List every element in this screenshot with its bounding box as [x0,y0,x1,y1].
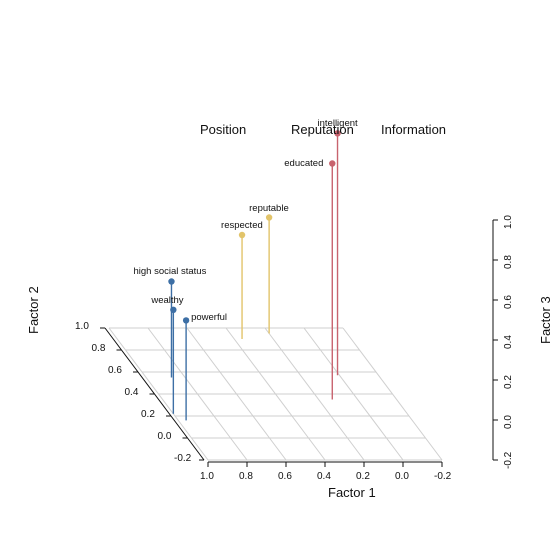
grid-line-x-6 [342,327,443,461]
point-label: powerful [191,312,228,324]
data-point [168,278,175,285]
z-tick-label: 0.6 [503,295,514,309]
legend-position: Position [200,122,247,137]
data-point [265,214,273,221]
data-point [238,231,246,239]
y-tick-label: 0.8 [91,343,106,354]
x-tick-label: -0.2 [434,471,452,482]
z-tick-label: 0.8 [503,255,514,269]
y-tick-label: 0.2 [141,409,155,420]
z-axis-title: Factor 3 [538,296,553,344]
point-label: respected [221,220,263,231]
z-tick-label: 0.0 [503,415,514,429]
stems [170,133,339,421]
legend-reputation: Reputation [291,122,354,137]
point-label: high social status [133,265,207,277]
y-tick-label: -0.2 [174,453,192,464]
x-tick-label: 0.6 [278,471,292,482]
x-tick-label: 1.0 [200,471,214,482]
x-tick-label: 0.2 [356,471,370,482]
z-tick-label: -0.2 [503,451,514,469]
z-tick-label: 0.2 [503,375,514,389]
floor-grid [108,327,443,461]
point-label: reputable [249,202,289,214]
data-point [182,317,190,324]
axes [100,219,498,467]
grid-line-x-5 [303,327,404,461]
z-tick-label: 0.4 [503,335,514,349]
y-tick-label: 0.0 [157,431,172,442]
points [168,130,341,324]
legend-information: Information [381,122,447,137]
x-tick-label: 0.8 [239,471,253,482]
x-tick-label: 0.4 [317,471,331,482]
x-axis-title: Factor 1 [328,485,376,500]
y-tick-label: 1.0 [75,321,89,332]
data-point [334,130,341,137]
y-tick-label: 0.6 [108,365,122,376]
y-tick-label: 0.4 [124,387,139,398]
data-point [170,306,177,313]
point-label: educated [284,157,324,169]
y-axis-title: Factor 2 [26,286,41,334]
data-point [329,160,336,167]
x-tick-label: 0.0 [395,471,409,482]
point-label: wealthy [151,294,184,306]
point-label: intelligent [317,118,358,130]
z-tick-label: 1.0 [503,215,514,229]
